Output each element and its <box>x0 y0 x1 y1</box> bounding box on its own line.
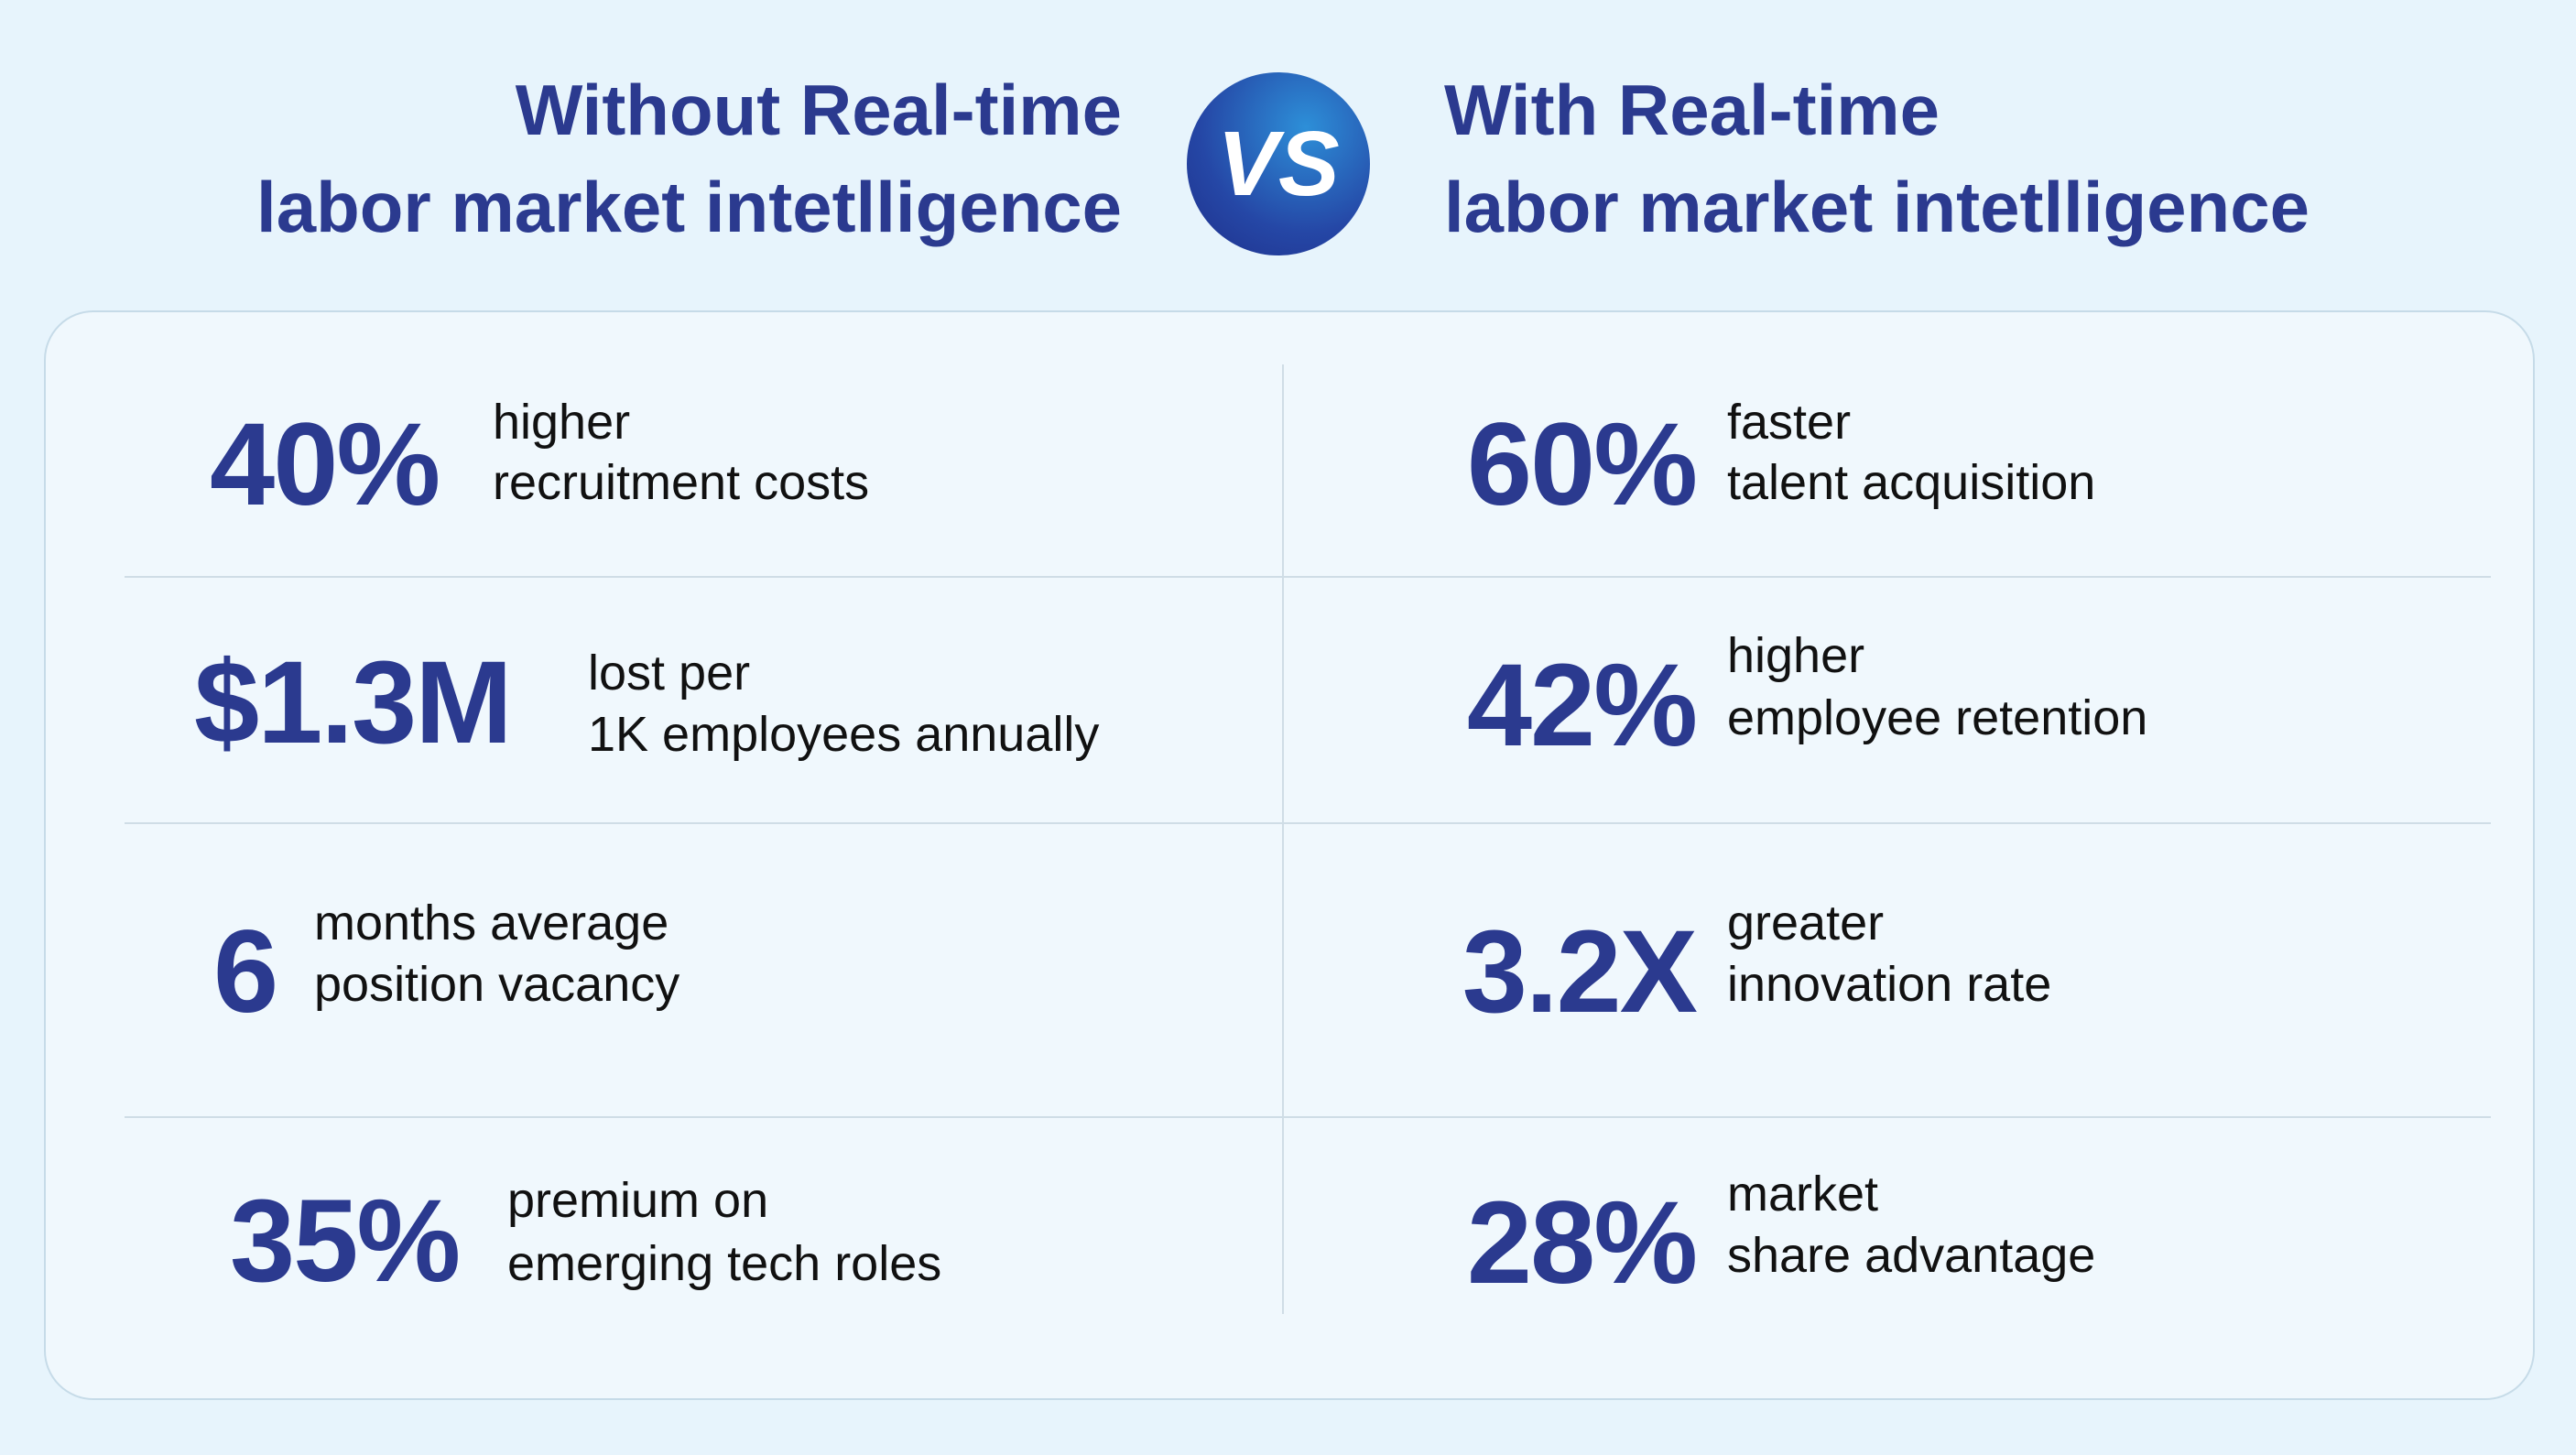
stat-description: position vacancy <box>314 957 680 1012</box>
stat-value: 35% <box>230 1176 461 1307</box>
left-title: labor market intetlligence <box>256 167 1122 247</box>
row-divider <box>125 576 2491 578</box>
column-divider <box>1282 364 1284 1314</box>
stat-description: talent acquisition <box>1727 455 2096 510</box>
stat-value: 28% <box>1466 1178 1698 1308</box>
stat-description: market <box>1727 1167 1879 1222</box>
stat-description: innovation rate <box>1727 957 2052 1012</box>
right-title: With Real-time <box>1444 70 1940 150</box>
stat-value: 3.2X <box>1462 907 1698 1037</box>
vs-badge: VS <box>1187 72 1370 255</box>
stat-description: greater <box>1727 896 1885 950</box>
comparison-card <box>44 310 2535 1400</box>
stat-description: months average <box>314 896 669 950</box>
stat-value: 60% <box>1466 399 1698 530</box>
stat-description: lost per <box>588 646 751 700</box>
stat-description: recruitment costs <box>493 455 870 510</box>
stat-description: emerging tech roles <box>507 1236 942 1291</box>
stat-value: 40% <box>210 399 440 530</box>
stat-value: 6 <box>213 907 278 1037</box>
right-title: labor market intetlligence <box>1444 167 2310 247</box>
stat-description: faster <box>1727 395 1852 450</box>
stat-description: higher <box>493 395 631 450</box>
stat-description: employee retention <box>1727 690 2148 745</box>
stat-value: 42% <box>1466 640 1698 771</box>
stat-description: premium on <box>507 1173 769 1228</box>
stat-description: 1K employees annually <box>588 707 1100 762</box>
row-divider <box>125 822 2491 824</box>
row-divider <box>125 1116 2491 1118</box>
left-title: Without Real-time <box>515 70 1122 150</box>
stat-description: share advantage <box>1727 1228 2096 1283</box>
stat-value: $1.3M <box>194 637 513 768</box>
stat-description: higher <box>1727 628 1865 683</box>
vs-text: VS <box>1217 112 1340 215</box>
